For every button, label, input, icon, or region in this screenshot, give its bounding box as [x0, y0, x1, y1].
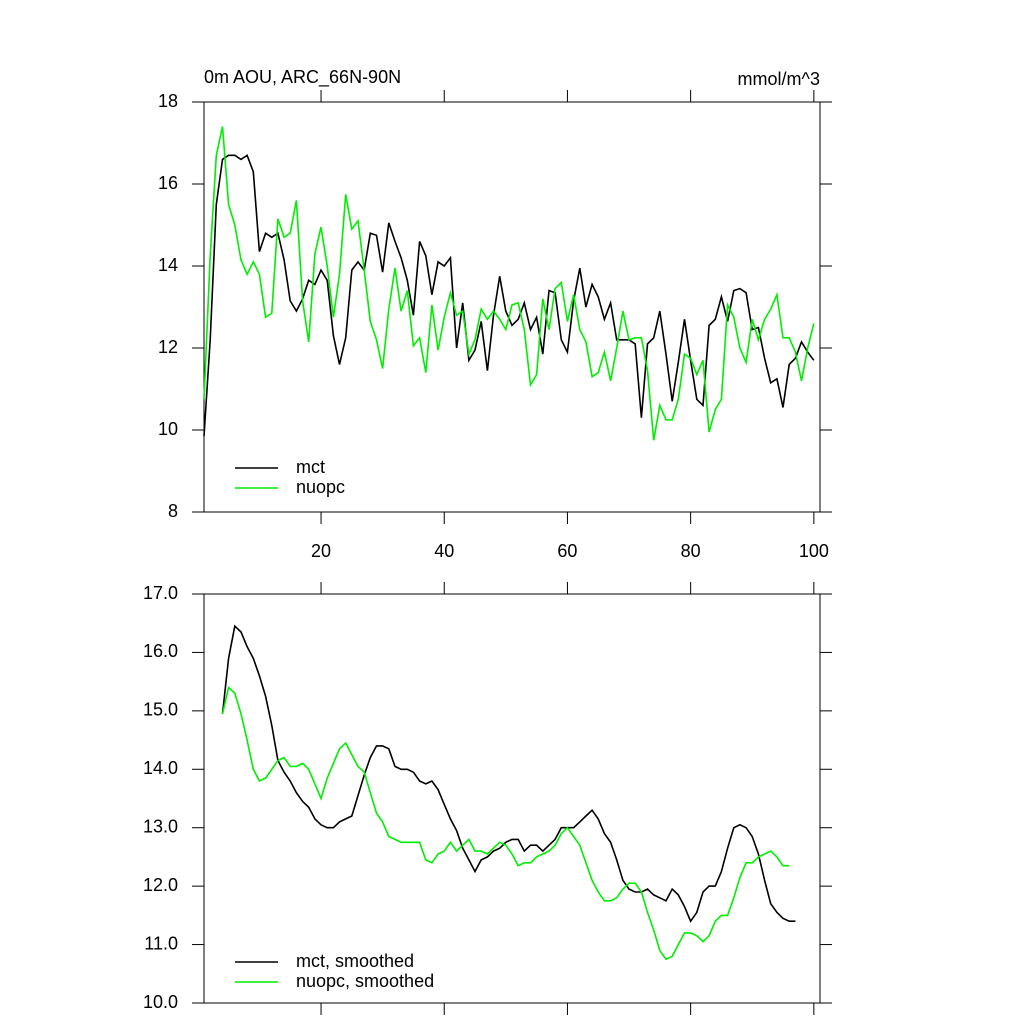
- legend-label: nuopc, smoothed: [296, 971, 434, 991]
- legend-label: nuopc: [296, 477, 345, 497]
- y-tick-label: 8: [168, 501, 178, 521]
- legend-label: mct, smoothed: [296, 951, 414, 971]
- y-tick-label: 12: [158, 337, 178, 357]
- y-tick-label: 11.0: [144, 933, 178, 953]
- chart-title: 0m AOU, ARC_66N-90N: [204, 67, 401, 88]
- series-line: [221, 685, 790, 961]
- y-tick-label: 14.0: [143, 758, 178, 778]
- x-tick-label: 60: [557, 541, 577, 561]
- x-tick-label: 100: [799, 541, 829, 561]
- y-tick-label: 13.0: [143, 816, 178, 836]
- series-line: [221, 624, 796, 923]
- y-tick-label: 16: [158, 173, 178, 193]
- y-tick-label: 15.0: [143, 700, 178, 720]
- y-tick-label: 12.0: [143, 875, 178, 895]
- x-tick-label: 80: [681, 541, 701, 561]
- y-tick-label: 17.0: [143, 583, 178, 603]
- y-tick-label: 16.0: [143, 641, 178, 661]
- y-tick-label: 10: [158, 419, 178, 439]
- plot-frame: [203, 593, 821, 1004]
- plot-frame: [203, 101, 821, 513]
- y-tick-label: 14: [158, 255, 178, 275]
- y-tick-label: 18: [158, 91, 178, 111]
- x-tick-label: 20: [311, 541, 331, 561]
- legend-label: mct: [296, 457, 325, 477]
- units-label: mmol/m^3: [738, 69, 820, 89]
- series-line: [203, 126, 815, 441]
- y-tick-label: 10.0: [143, 992, 178, 1012]
- x-tick-label: 40: [434, 541, 454, 561]
